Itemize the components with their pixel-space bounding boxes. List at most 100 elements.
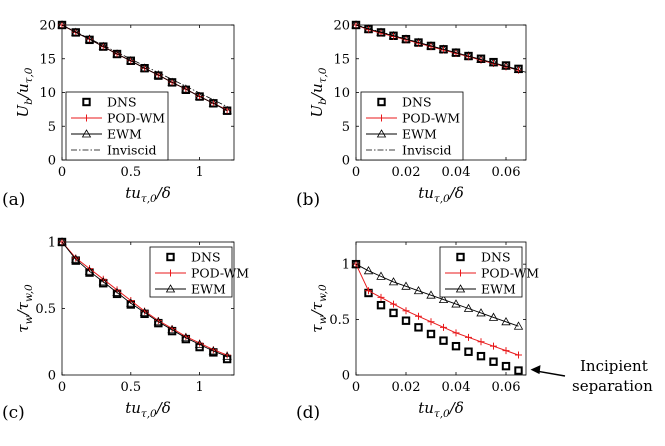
ewm-marker [222,351,232,360]
pod-wm-marker [415,312,422,320]
y-tick-label: 15 [39,52,56,67]
ewm-marker [351,259,361,268]
ewm-marker [463,51,474,60]
y-tick-label: 1 [342,258,350,273]
y-tick-label: 5 [342,120,350,135]
x-tick-label: 0.04 [442,165,471,180]
x-tick-label: 0.5 [120,165,141,180]
x-tick-label: 0.06 [492,380,521,395]
dns-marker [376,300,386,310]
ewm-marker [401,281,411,290]
series-line [61,24,231,109]
ewm-marker [376,129,387,138]
x-tick-label: 0.02 [392,165,421,180]
dns-marker [82,97,91,107]
legend-entry: POD-WM [191,266,249,281]
y-tick-label: 15 [333,52,350,67]
legend-entry: POD-WM [107,111,165,126]
ewm-marker [363,266,374,275]
legend-entry: EWM [402,127,437,142]
pod-wm-marker [427,318,435,326]
ewm-marker [165,284,176,293]
series-ewm [57,237,232,360]
ewm-marker [222,105,232,115]
dns-marker [489,357,498,366]
y-tick-label: 0 [48,369,56,384]
pod-wm-marker [440,323,447,331]
plot-frame [355,241,527,376]
x-tick-label: 0 [58,380,66,395]
x-tick-label: 0 [352,380,360,395]
y-tick-label: 0.5 [35,302,56,317]
pod-wm-marker [402,307,410,315]
ewm-marker [388,30,399,40]
y-tick-label: 10 [333,86,350,101]
ewm-marker [376,27,386,36]
ewm-marker [126,55,136,65]
ewm-marker [438,294,449,304]
pod-wm-marker [167,269,174,277]
legend-entry: DNS [481,250,511,265]
pod-wm-marker [457,269,464,277]
ewm-marker [167,77,177,86]
ewm-marker [139,63,150,72]
legend-entry: EWM [191,282,226,297]
panel-label: (d) [296,403,320,423]
ewm-marker [488,312,499,321]
dns-marker [426,329,436,339]
y-tick-label: 0 [48,154,56,169]
pod-wm-marker [390,300,397,308]
ewm-marker [501,61,511,70]
y-tick-label: 10 [39,86,56,101]
x-tick-label: 0 [58,165,66,180]
pod-wm-marker [515,351,522,359]
x-axis-label: tuτ,0/δ [125,184,171,205]
pod-wm-marker [378,114,385,122]
panel-d: 0 0.02 0.04 0.06 0 0.5 1 tuτ,0/δ τw/τw,0 (d) DNSPO… [296,241,653,423]
ewm-marker [513,321,524,330]
pod-wm-marker [83,114,90,122]
ewm-marker [57,20,67,29]
x-tick-label: 1 [195,380,203,395]
ewm-marker [84,34,95,43]
ewm-marker [112,287,122,296]
ewm-marker [126,298,136,307]
dns-marker [464,347,473,356]
ewm-marker [81,129,92,138]
x-tick-label: 0.02 [392,380,421,395]
ewm-marker [451,47,461,57]
ewm-marker [426,41,436,50]
ewm-marker [98,277,108,286]
ewm-marker [376,271,386,280]
pod-wm-marker [452,329,460,337]
legend-entry: DNS [191,250,221,265]
panel-label: (c) [2,403,25,423]
series-ewm [57,20,232,115]
ewm-marker [71,27,81,36]
ewm-marker [501,316,511,326]
dns-marker [414,323,423,332]
panel-b: 0 0.02 0.04 0.06 0 5 10 15 20 tuτ,0/δ Ub/uτ,0 (b) DN… [296,19,527,210]
series-line [61,24,228,112]
series-inviscid [355,24,527,73]
dns-marker [377,97,386,107]
dns-marker [476,351,486,361]
legend-entry: EWM [481,282,516,297]
x-tick-label: 1 [195,165,203,180]
annotation-line-2: separation [572,377,653,395]
dns-marker [439,336,448,345]
ewm-marker [71,254,81,263]
ewm-marker [513,64,524,73]
ewm-marker [413,285,424,295]
ewm-marker [181,84,191,93]
panel-label: (a) [2,190,25,210]
series-ewm [351,20,524,73]
pod-wm-marker [490,342,497,350]
x-tick-label: 0 [352,165,360,180]
dns-marker [501,361,511,371]
